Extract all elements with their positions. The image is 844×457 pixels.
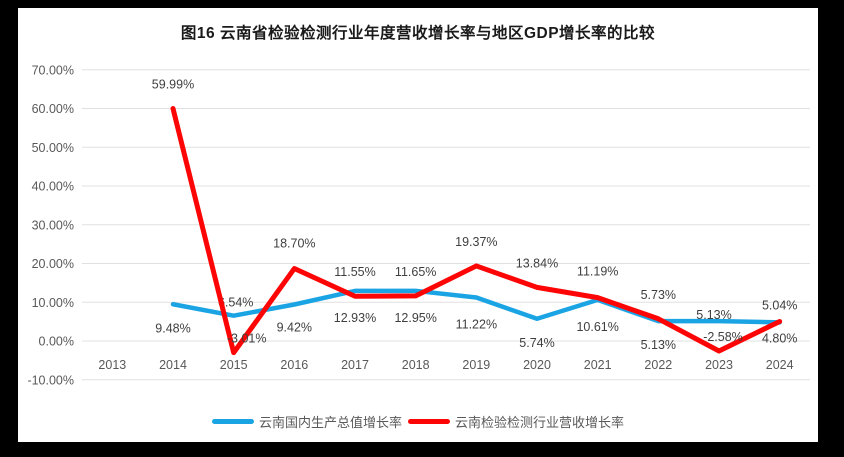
x-axis-label: 2015	[220, 358, 248, 372]
y-axis-tick: 50.00%	[32, 141, 74, 155]
y-axis-tick: 10.00%	[32, 296, 74, 310]
gdp-line-data-label: 11.22%	[456, 318, 497, 332]
chart-legend: 云南国内生产总值增长率 云南检验检测行业营收增长率	[18, 412, 818, 431]
x-axis-label: 2013	[98, 358, 126, 372]
x-axis-label: 2024	[766, 358, 794, 372]
revenue-line-swatch-icon	[408, 419, 450, 424]
y-axis-tick: 20.00%	[32, 257, 74, 271]
gdp-line-data-label: 9.42%	[277, 320, 312, 334]
y-axis-tick: 0.00%	[39, 335, 74, 349]
y-axis-tick: 40.00%	[32, 180, 74, 194]
revenue-line-data-label: 13.84%	[516, 256, 558, 270]
gdp-line-data-label: 9.48%	[155, 321, 190, 335]
gdp-line-data-label: 5.13%	[696, 308, 731, 322]
x-axis-label: 2019	[462, 358, 490, 372]
legend-item-gdp: 云南国内生产总值增长率	[211, 412, 402, 431]
revenue-line-data-label: -3.01%	[227, 332, 267, 346]
revenue-line-data-label: 18.70%	[273, 237, 315, 251]
x-axis-label: 2021	[584, 358, 612, 372]
revenue-line-data-label: 5.73%	[641, 288, 676, 302]
revenue-line-data-label: 11.55%	[334, 265, 375, 279]
revenue-line-data-label: 11.65%	[395, 265, 436, 279]
y-axis-tick: 60.00%	[32, 102, 74, 116]
chart-card: 图16 云南省检验检测行业年度营收增长率与地区GDP增长率的比较 70.00% 6…	[18, 8, 818, 442]
x-axis-label: 2016	[280, 358, 308, 372]
x-axis-label: 2020	[523, 358, 551, 372]
revenue-line-data-label: 59.99%	[152, 78, 194, 92]
chart-title: 图16 云南省检验检测行业年度营收增长率与地区GDP增长率的比较	[180, 25, 656, 42]
gdp-line	[170, 288, 782, 325]
y-axis-tick: 70.00%	[32, 63, 74, 77]
x-axis-label: 2023	[705, 358, 733, 372]
line-chart: 70.00% 60.00% 50.00% 40.00% 30.00% 20.00% 10.0…	[27, 63, 810, 387]
legend-item-revenue: 云南检验检测行业营收增长率	[408, 412, 624, 431]
x-axis-label: 2014	[159, 358, 187, 372]
x-axis-label: 2017	[341, 358, 369, 372]
gdp-line-data-label: 12.95%	[394, 311, 436, 325]
gdp-line-data-label: 5.13%	[641, 338, 676, 352]
legend-label-gdp: 云南国内生产总值增长率	[258, 415, 402, 430]
revenue-line-data-label: 5.04%	[762, 298, 797, 312]
revenue-line	[170, 106, 783, 356]
gdp-line-data-label: 10.61%	[576, 320, 618, 334]
gdp-line-data-label: 5.74%	[519, 336, 554, 350]
revenue-line-data-label: 11.19%	[577, 265, 618, 279]
y-axis-tick: -10.00%	[27, 373, 74, 387]
gdp-line-data-label: 12.93%	[334, 311, 376, 325]
x-axis-label: 2018	[402, 358, 430, 372]
revenue-line-data-label: -2.58%	[703, 330, 743, 344]
x-axis-label: 2022	[644, 358, 672, 372]
gdp-line-data-label: 4.80%	[762, 331, 797, 345]
revenue-line-data-label: 19.37%	[455, 235, 497, 249]
y-axis-tick: 30.00%	[32, 218, 74, 232]
legend-label-revenue: 云南检验检测行业营收增长率	[455, 415, 625, 430]
gdp-line-swatch-icon	[211, 419, 254, 424]
gdp-line-data-label: 6.54%	[218, 296, 253, 310]
